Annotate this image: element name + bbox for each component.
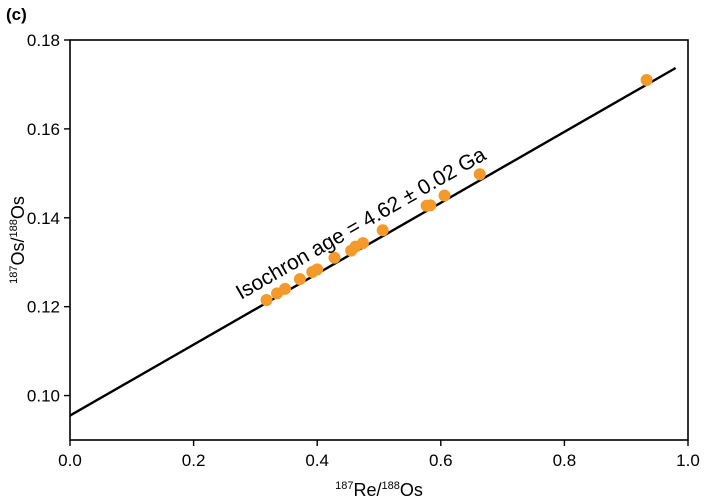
data-point [260, 294, 273, 306]
x-tick-label: 1.0 [676, 451, 700, 470]
y-tick-label: 0.14 [27, 209, 60, 228]
y-axis-title-part1: Os/ [8, 238, 28, 266]
data-point [640, 74, 653, 86]
x-axis-title-part1: Re/ [353, 480, 381, 500]
data-point [438, 189, 451, 202]
plot-area-border [69, 39, 689, 441]
x-axis-ticks: 0.0 0.2 0.4 0.6 0.8 1.0 [58, 440, 700, 470]
isochron-age-annotation: Isochron age = 4.62 ± 0.02 Ga [232, 143, 490, 305]
y-tick-label: 0.12 [27, 298, 60, 317]
x-tick-label: 0.4 [305, 451, 329, 470]
x-axis-title-part2: Os [400, 480, 423, 500]
y-axis-title: 187Os/188Os [8, 196, 28, 284]
y-axis-title-sup2: 188 [8, 219, 20, 237]
data-point [328, 251, 341, 264]
y-tick-label: 0.18 [27, 31, 60, 50]
data-point [279, 282, 292, 295]
y-axis-title-sup1: 187 [8, 266, 20, 284]
x-tick-label: 0.6 [429, 451, 453, 470]
y-axis-title-part2: Os [8, 196, 28, 219]
data-point [311, 263, 324, 276]
x-tick-label: 0.2 [182, 451, 206, 470]
y-axis-ticks: 0.10 0.12 0.14 0.16 0.18 [27, 31, 70, 406]
data-point [293, 273, 306, 286]
isochron-fit-line [69, 66, 677, 417]
y-tick-label: 0.16 [27, 120, 60, 139]
data-point [424, 199, 437, 212]
x-axis-title-sup1: 187 [335, 480, 353, 492]
data-point [473, 168, 486, 181]
data-point [356, 237, 369, 250]
x-axis-title-sup2: 188 [382, 480, 400, 492]
data-point [376, 224, 389, 237]
y-tick-label: 0.10 [27, 387, 60, 406]
panel-label: (c) [6, 5, 27, 24]
data-points [260, 74, 653, 306]
x-tick-label: 0.0 [58, 451, 82, 470]
x-axis-title: 187Re/188Os [335, 480, 423, 500]
plot-frame [69, 39, 689, 441]
x-tick-label: 0.8 [553, 451, 577, 470]
